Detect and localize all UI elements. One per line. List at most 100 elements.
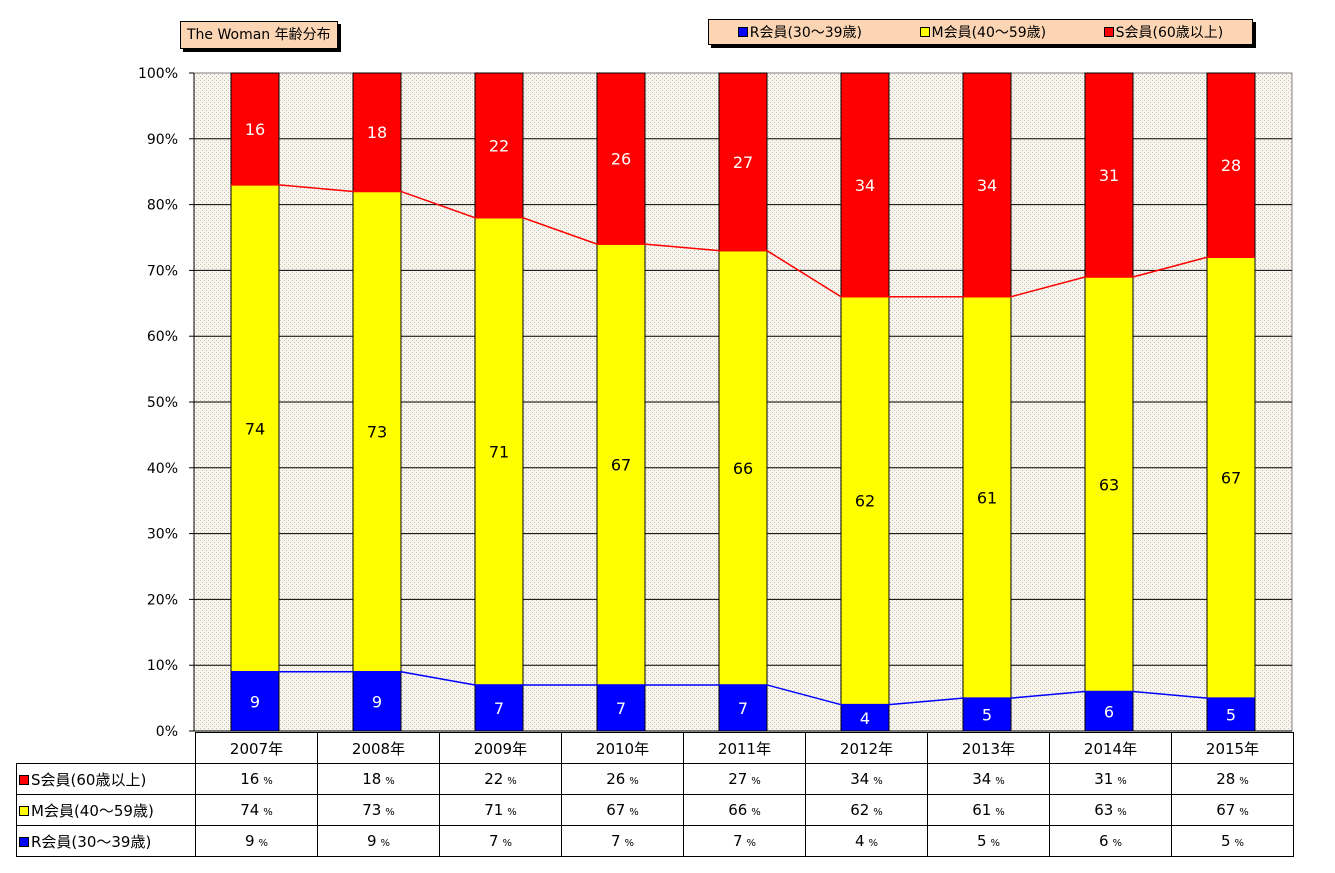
y-tick-label: 60% xyxy=(147,329,178,345)
legend-item-m: M会員(40〜59歳) xyxy=(919,22,1047,42)
table-value: 31 xyxy=(1094,770,1114,788)
table-unit: % xyxy=(385,807,395,818)
table-unit: % xyxy=(1239,807,1249,818)
data-label: 4 xyxy=(860,709,870,728)
table-value: 34 xyxy=(972,770,992,788)
y-tick-label: 30% xyxy=(147,527,178,543)
table-value-cell: 73% xyxy=(317,794,440,826)
table-value-cell: 62% xyxy=(805,794,928,826)
legend-swatch-r xyxy=(737,27,748,37)
table-value-cell: 4% xyxy=(805,825,928,857)
table-category-label: 2010年 xyxy=(561,732,684,764)
table-category-label: 2014年 xyxy=(1049,732,1172,764)
legend-swatch-s xyxy=(1103,27,1114,37)
table-value: 5 xyxy=(976,832,987,850)
table-value: 6 xyxy=(1098,832,1109,850)
table-header-row: 2007年 2008年 2009年 2010年 2011年 2012年 2013年 2014年… xyxy=(16,732,1294,764)
data-label: 67 xyxy=(1221,469,1241,488)
data-label: 71 xyxy=(489,442,509,461)
data-label: 22 xyxy=(489,136,509,155)
legend-item-s: S会員(60歳以上) xyxy=(1103,22,1224,42)
data-label: 18 xyxy=(367,123,387,142)
legend-label-m: M会員(40〜59歳) xyxy=(931,25,1047,41)
data-label: 73 xyxy=(367,423,387,442)
y-tick-label: 80% xyxy=(147,198,178,214)
table-unit: % xyxy=(624,838,635,849)
data-label: 27 xyxy=(733,153,753,172)
table-category-label: 2015年 xyxy=(1171,732,1294,764)
data-label: 74 xyxy=(245,419,265,438)
bar-segment xyxy=(596,243,646,686)
data-label: 67 xyxy=(611,456,631,475)
table-value-cell: 7% xyxy=(683,825,806,857)
y-tick-label: 100% xyxy=(138,66,178,82)
bar-segment xyxy=(1084,72,1134,278)
table-value: 26 xyxy=(606,770,626,788)
table-value-cell: 66% xyxy=(683,794,806,826)
legend-label-s: S会員(60歳以上) xyxy=(1115,25,1224,41)
table-value-cell: 9% xyxy=(195,825,318,857)
table-corner xyxy=(16,732,196,764)
table-value-cell: 71% xyxy=(439,794,562,826)
table-value-cell: 5% xyxy=(927,825,1050,857)
table-value: 67 xyxy=(1216,801,1236,819)
table-unit: % xyxy=(873,776,883,787)
table-value: 62 xyxy=(850,801,870,819)
bar-segment xyxy=(718,250,768,686)
data-label: 34 xyxy=(855,176,875,195)
table-unit: % xyxy=(507,807,517,818)
table-value-cell: 7% xyxy=(561,825,684,857)
table-value: 18 xyxy=(362,770,382,788)
table-unit: % xyxy=(502,838,513,849)
y-tick-label: 90% xyxy=(147,132,178,148)
data-label: 5 xyxy=(1226,706,1236,725)
table-unit: % xyxy=(995,807,1005,818)
legend-item-r: R会員(30〜39歳) xyxy=(737,22,863,42)
bar-segment xyxy=(352,190,402,673)
table-unit: % xyxy=(995,776,1005,787)
table-row: M会員(40〜59歳) 74% 73% 71% 67% 66% 62% 61% 63% 67% xyxy=(16,794,1294,826)
bar-segment xyxy=(718,72,768,252)
table-value: 73 xyxy=(362,801,382,819)
table-value: 71 xyxy=(484,801,504,819)
bar-segment xyxy=(352,72,402,192)
table-unit: % xyxy=(990,838,1001,849)
table-category-label: 2009年 xyxy=(439,732,562,764)
table-value: 7 xyxy=(732,832,743,850)
table-unit: % xyxy=(751,807,761,818)
table-unit: % xyxy=(507,776,517,787)
table-unit: % xyxy=(263,776,273,787)
table-value: 74 xyxy=(240,801,260,819)
bar-segment xyxy=(962,72,1012,298)
table-series-name: S会員(60歳以上) xyxy=(31,770,147,789)
data-label: 7 xyxy=(494,699,504,718)
bar-segment xyxy=(474,217,524,686)
bar-segment xyxy=(474,72,524,219)
table-series-name: M会員(40〜59歳) xyxy=(31,801,154,820)
table-category-label: 2012年 xyxy=(805,732,928,764)
table-unit: % xyxy=(1112,838,1123,849)
table-unit: % xyxy=(629,807,639,818)
bar-segment xyxy=(1206,697,1256,732)
table-series-name: R会員(30〜39歳) xyxy=(31,832,152,851)
bar-segment xyxy=(1206,72,1256,258)
table-category-label: 2007年 xyxy=(195,732,318,764)
table-value-cell: 18% xyxy=(317,763,440,795)
table-value-cell: 67% xyxy=(561,794,684,826)
legend-label-r: R会員(30〜39歳) xyxy=(749,25,863,41)
table-unit: % xyxy=(380,838,391,849)
table-category-label: 2008年 xyxy=(317,732,440,764)
y-tick-label: 20% xyxy=(147,592,178,608)
legend-swatch-m xyxy=(919,27,930,37)
table-row: R会員(30〜39歳) 9% 9% 7% 7% 7% 4% 5% 6% 5% xyxy=(16,825,1294,857)
table-value-cell: 28% xyxy=(1171,763,1294,795)
table-unit: % xyxy=(873,807,883,818)
bar-segment xyxy=(840,296,890,706)
table-category-label: 2013年 xyxy=(927,732,1050,764)
table-value: 7 xyxy=(610,832,621,850)
table-swatch xyxy=(19,836,29,847)
bar-segment xyxy=(962,296,1012,699)
y-tick-label: 50% xyxy=(147,395,178,411)
table-value: 7 xyxy=(488,832,499,850)
